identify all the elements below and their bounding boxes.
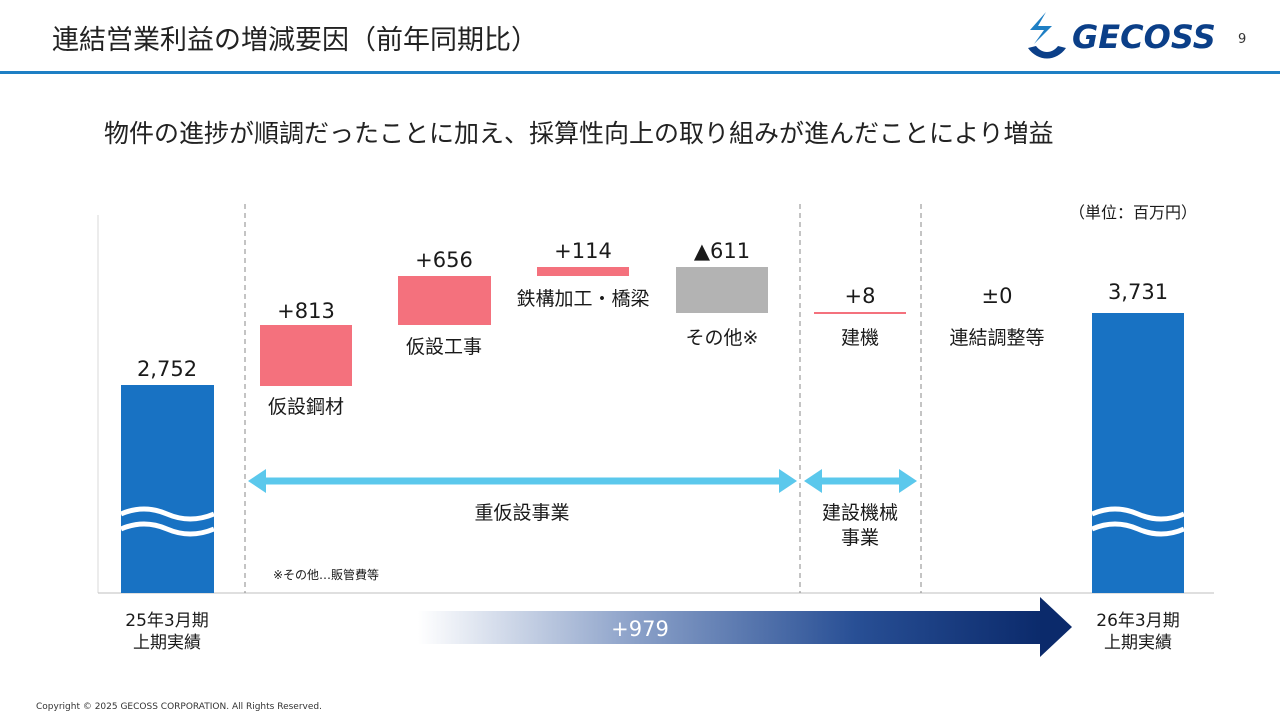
x-category-label: 上期実績 [1104,633,1172,653]
segment-label: 重仮設事業 [474,502,569,524]
segment-label: 建設機械 [822,502,898,524]
x-category-label: 25年3月期 [125,611,208,631]
end-value-label: 3,731 [1108,280,1168,304]
bar-start-rect [121,385,214,593]
bar-other [676,267,768,313]
logo-text: GECOSS [1072,18,1216,56]
copyright: Copyright © 2025 GECOSS CORPORATION. All… [36,702,322,712]
step-value-label: +813 [277,299,335,323]
footnote: ※その他…販管費等 [273,567,379,582]
bar-kasetsu-kozai [260,325,352,386]
bar-end [1091,313,1185,593]
segment-label: 事業 [841,527,879,549]
bar-kenki [814,312,906,314]
total-change-arrow [418,597,1072,657]
step-category-label: 連結調整等 [949,327,1044,349]
step-value-label: ±0 [982,284,1013,308]
logo-icon [1028,12,1066,59]
x-category-label: 上期実績 [133,633,201,653]
bar-end-rect [1092,313,1184,593]
bar-tekko-kyoryo [537,267,629,276]
segment-arrow-kasetsu [248,469,797,493]
step-category-label: その他※ [686,327,759,349]
start-value-label: 2,752 [137,357,197,381]
bar-start [120,385,215,593]
step-category-label: 仮設工事 [406,336,482,358]
page-number: 9 [1238,32,1247,47]
step-value-label: +114 [554,239,612,263]
step-value-label: ▲611 [694,239,750,263]
step-value-label: +656 [415,248,473,272]
step-value-label: +8 [845,284,876,308]
step-category-label: 仮設鋼材 [268,396,344,418]
step-category-label: 鉄構加工・橋梁 [516,288,649,310]
unit-label: （単位：百万円） [1069,203,1197,222]
slide-subtitle: 物件の進捗が順調だったことに加え、採算性向上の取り組みが進んだことにより増益 [104,119,1054,148]
x-category-label: 26年3月期 [1096,611,1179,631]
header-divider [0,71,1280,74]
bar-kasetsu-koji [398,276,491,325]
step-category-label: 建機 [841,327,879,349]
page-title: 連結営業利益の増減要因（前年同期比） [52,25,538,56]
segment-arrow-kenki [804,469,917,493]
total-change-label: +979 [611,617,669,641]
